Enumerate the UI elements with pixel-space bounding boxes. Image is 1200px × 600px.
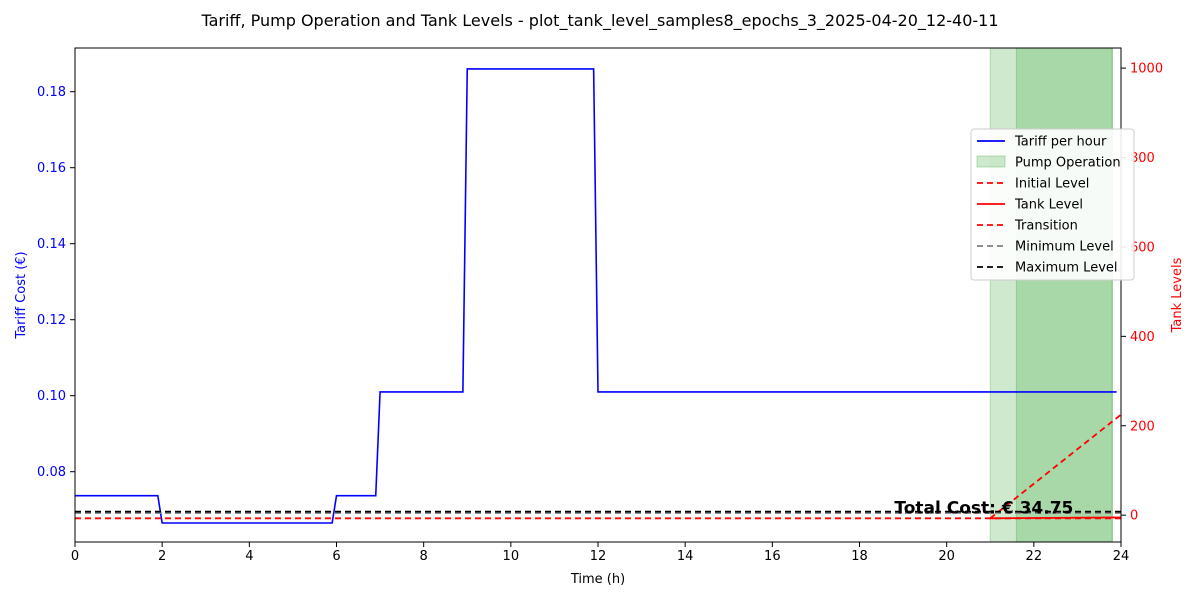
right-y-tick-label: 200 bbox=[1130, 419, 1155, 434]
right-y-tick-label: 1000 bbox=[1130, 62, 1163, 77]
left-y-tick-label: 0.14 bbox=[37, 237, 66, 252]
chart-title: Tariff, Pump Operation and Tank Levels -… bbox=[200, 11, 998, 31]
x-tick-label: 6 bbox=[332, 549, 340, 564]
series-tank-level bbox=[990, 516, 1121, 520]
right-y-tick-label: 0 bbox=[1130, 509, 1138, 524]
x-tick-label: 18 bbox=[851, 549, 868, 564]
right-y-tick-label: 800 bbox=[1130, 151, 1155, 166]
axes: 0 2 4 6 8 10 12 14 16 18 20 22 240.080.100.120.140.1… bbox=[37, 47, 1163, 564]
x-tick-label: 14 bbox=[677, 549, 694, 564]
pump-operation-span-2 bbox=[1015, 48, 1113, 542]
legend-label-tank-level: Tank Level bbox=[1014, 198, 1083, 213]
x-axis-label: Time (h) bbox=[570, 572, 625, 587]
legend: Tariff per hour Pump Operation Initial Lev… bbox=[970, 128, 1135, 281]
legend-label-tariff-per-hour: Tariff per hour bbox=[1014, 135, 1107, 150]
legend-swatch-pump-operation bbox=[976, 155, 1006, 168]
x-tick-label: 24 bbox=[1113, 549, 1130, 564]
legend-label-transition: Transition bbox=[1014, 219, 1078, 234]
left-y-tick-label: 0.08 bbox=[37, 465, 66, 480]
x-tick-label: 10 bbox=[503, 549, 520, 564]
left-y-axis-label: Tariff Cost (€) bbox=[14, 251, 29, 339]
left-y-tick-label: 0.10 bbox=[37, 389, 66, 404]
left-y-tick-label: 0.18 bbox=[37, 85, 66, 100]
x-tick-label: 8 bbox=[420, 549, 428, 564]
legend-label-minimum-level: Minimum Level bbox=[1015, 240, 1114, 255]
right-y-tick-label: 600 bbox=[1130, 240, 1155, 255]
x-tick-label: 12 bbox=[590, 549, 607, 564]
legend-label-maximum-level: Maximum Level bbox=[1015, 261, 1118, 276]
legend-label-initial-level: Initial Level bbox=[1015, 177, 1089, 192]
right-y-tick-label: 400 bbox=[1130, 330, 1155, 345]
x-tick-label: 22 bbox=[1026, 549, 1043, 564]
left-y-tick-label: 0.16 bbox=[37, 161, 66, 176]
series-tariff-per-hour bbox=[75, 68, 1117, 524]
x-tick-label: 20 bbox=[938, 549, 955, 564]
series-transition bbox=[989, 413, 1121, 520]
x-tick-label: 2 bbox=[158, 549, 166, 564]
legend-label-pump-operation: Pump Operation bbox=[1015, 156, 1121, 171]
x-tick-label: 4 bbox=[245, 549, 253, 564]
left-y-tick-label: 0.12 bbox=[37, 313, 66, 328]
total-cost-annotation: Total Cost: € 34.75 bbox=[894, 499, 1073, 519]
x-tick-label: 16 bbox=[764, 549, 781, 564]
x-tick-label: 0 bbox=[71, 549, 79, 564]
right-y-axis-label: Tank Levels bbox=[1170, 257, 1185, 333]
legend-box bbox=[970, 128, 1135, 281]
